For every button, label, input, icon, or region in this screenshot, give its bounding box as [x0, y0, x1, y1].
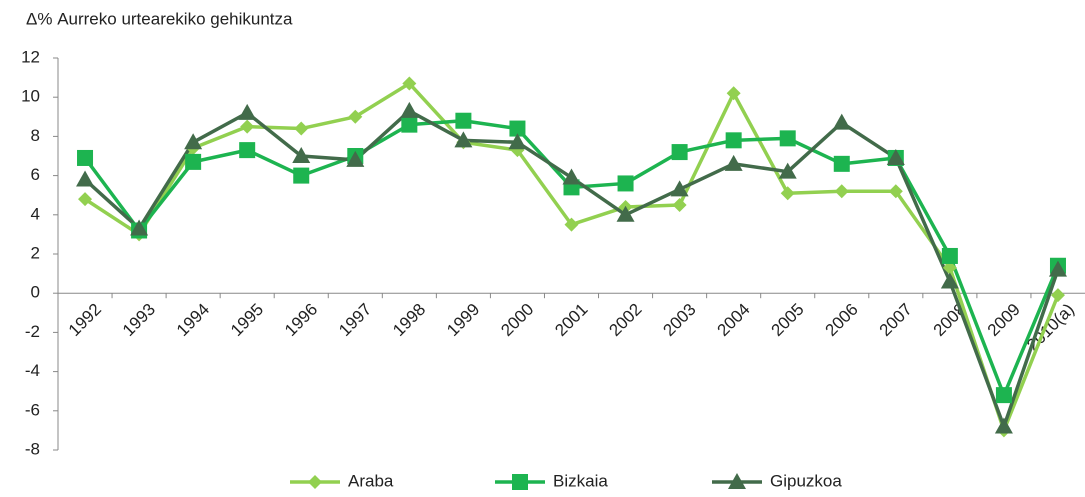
marker [401, 116, 418, 133]
marker [670, 180, 689, 197]
y-tick-label: 10 [21, 87, 40, 106]
legend-marker [308, 475, 322, 489]
x-tick-label: 1997 [335, 300, 375, 340]
marker [942, 260, 957, 275]
marker [725, 132, 742, 149]
x-tick-label: 1994 [173, 300, 213, 340]
marker [455, 112, 472, 129]
marker [240, 119, 255, 134]
marker [617, 175, 634, 192]
series-line [83, 118, 1060, 397]
x-tick-label: 2009 [984, 300, 1024, 340]
marker [238, 103, 257, 120]
marker [76, 170, 95, 187]
chart-title: Δ% Aurreko urtearekiko gehikuntza [26, 9, 293, 28]
series-line [84, 81, 1060, 433]
marker [886, 148, 905, 165]
legend-item: Gipuzkoa [712, 471, 842, 490]
legend-marker [728, 473, 746, 489]
marker [184, 133, 203, 150]
x-tick-label: 2005 [768, 300, 808, 340]
y-tick-label: -4 [25, 361, 40, 380]
y-tick-label: 8 [31, 126, 40, 145]
marker [724, 154, 743, 171]
marker [726, 86, 741, 101]
marker [509, 120, 526, 137]
marker [671, 144, 688, 161]
marker [672, 198, 687, 212]
legend-label: Bizkaia [553, 471, 608, 490]
marker [400, 101, 419, 118]
marker [1048, 260, 1067, 277]
marker [130, 219, 149, 236]
legend-label: Araba [348, 471, 394, 490]
legend-label: Gipuzkoa [770, 471, 842, 490]
y-tick-label: 2 [31, 243, 40, 262]
x-tick-label: 2000 [497, 300, 537, 340]
marker [832, 113, 851, 130]
marker [185, 153, 202, 170]
marker [346, 150, 365, 167]
x-tick-label: 2007 [876, 300, 916, 340]
marker [293, 167, 310, 184]
marker [564, 217, 579, 232]
marker [995, 387, 1012, 404]
x-tick-label: 1996 [281, 300, 321, 340]
x-tick-label: 1998 [389, 300, 429, 340]
marker [77, 149, 94, 166]
marker [239, 142, 256, 159]
marker [78, 192, 93, 207]
y-tick-label: 4 [31, 204, 40, 223]
marker [994, 417, 1013, 434]
legend-item: Bizkaia [495, 471, 608, 490]
marker [940, 272, 959, 289]
y-tick-label: -8 [25, 439, 40, 458]
y-tick-label: 12 [21, 47, 40, 66]
legend-item: Araba [290, 471, 394, 490]
marker [1050, 288, 1065, 303]
y-tick-label: 0 [31, 283, 40, 302]
y-tick-label: 6 [31, 165, 40, 184]
marker [888, 184, 903, 199]
marker [348, 109, 363, 124]
marker [292, 147, 311, 163]
x-tick-label: 1992 [65, 300, 105, 340]
series-line [83, 109, 1060, 429]
x-tick-label: 1995 [227, 300, 267, 340]
marker [779, 130, 796, 147]
x-tick-label: 1999 [443, 300, 483, 340]
x-tick-label: 2004 [713, 300, 753, 340]
x-tick-label: 2003 [659, 300, 699, 340]
x-tick-label: 2006 [822, 300, 862, 340]
marker [402, 76, 417, 91]
x-tick-label: 2001 [551, 300, 591, 340]
marker [616, 205, 635, 222]
x-tick-label: 2002 [605, 300, 645, 340]
marker [562, 168, 581, 185]
x-tick-label: 1993 [119, 300, 159, 340]
marker [780, 186, 795, 201]
marker [778, 162, 797, 179]
marker [294, 121, 309, 136]
marker [834, 184, 849, 199]
marker [508, 133, 527, 150]
marker [941, 247, 958, 264]
marker [454, 131, 473, 148]
legend-marker [512, 474, 528, 490]
y-tick-label: -6 [25, 400, 40, 419]
y-tick-label: -2 [25, 322, 40, 341]
marker [833, 155, 850, 172]
